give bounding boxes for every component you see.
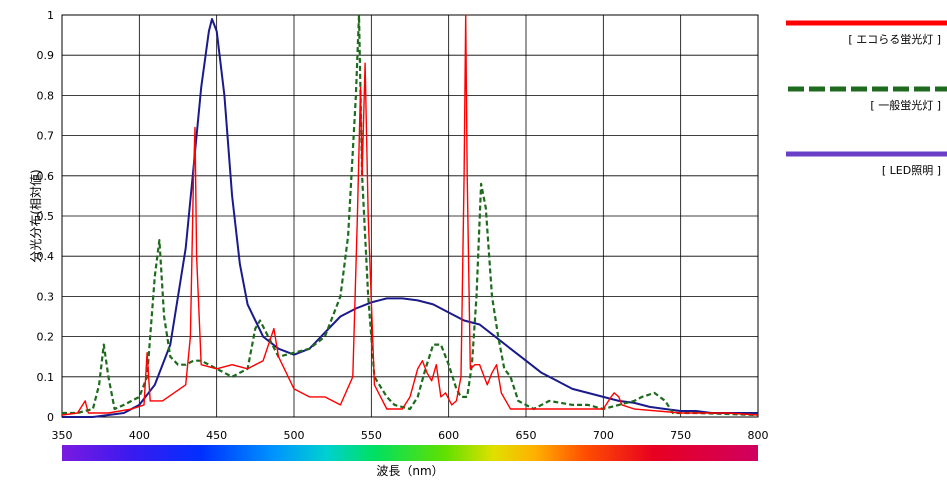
- legend-item-led: [ LED照明 ]: [786, 150, 947, 178]
- legend-item-ecorara: [ エコらる蛍光灯 ]: [786, 19, 947, 47]
- gridlines: [62, 15, 758, 417]
- y-tick-label: 0.2: [37, 331, 55, 344]
- legend: [ エコらる蛍光灯 ]: [786, 19, 947, 47]
- y-tick-label: 0.4: [37, 250, 55, 263]
- x-tick-label: 600: [438, 429, 459, 442]
- y-axis-ticks: 0 0.1 0.2 0.3 0.4 0.5 0.6 0.7 0.8 0.9 1: [37, 9, 55, 424]
- y-tick-label: 0: [47, 411, 54, 424]
- legend-swatch-general: [788, 86, 947, 92]
- x-tick-label: 400: [129, 429, 150, 442]
- legend-label-ecorara: [ エコらる蛍光灯 ]: [848, 33, 941, 46]
- y-axis-title: 分光分布(相対値): [28, 169, 43, 262]
- x-tick-label: 750: [670, 429, 691, 442]
- legend-swatch-led: [786, 151, 947, 157]
- x-tick-label: 800: [748, 429, 769, 442]
- y-tick-label: 0.5: [37, 210, 55, 223]
- x-tick-label: 450: [206, 429, 227, 442]
- x-axis-title: 波長（nm）: [376, 464, 443, 478]
- series-line-0: [61, 14, 759, 416]
- x-tick-label: 700: [593, 429, 614, 442]
- x-axis-ticks: 350 400 450 500 550 600 650 700 750 800: [52, 429, 769, 442]
- x-tick-label: 350: [52, 429, 73, 442]
- series-lines: [61, 13, 759, 418]
- y-tick-label: 0.7: [37, 130, 55, 143]
- y-tick-label: 0.3: [37, 290, 55, 303]
- x-tick-label: 500: [284, 429, 305, 442]
- y-tick-label: 1: [47, 9, 54, 22]
- x-tick-label: 650: [516, 429, 537, 442]
- series-line-1: [62, 13, 759, 417]
- legend-item-general: [ 一般蛍光灯 ]: [786, 85, 947, 113]
- legend-swatch-ecorara: [786, 20, 947, 26]
- spectrum-color-bar: [62, 445, 758, 461]
- y-tick-label: 0.9: [37, 49, 55, 62]
- legend-label-led: [ LED照明 ]: [881, 164, 941, 177]
- x-tick-label: 550: [361, 429, 382, 442]
- y-tick-label: 0.1: [37, 371, 55, 384]
- legend-label-general: [ 一般蛍光灯 ]: [870, 99, 941, 112]
- y-tick-label: 0.6: [37, 170, 55, 183]
- y-tick-label: 0.8: [37, 89, 55, 102]
